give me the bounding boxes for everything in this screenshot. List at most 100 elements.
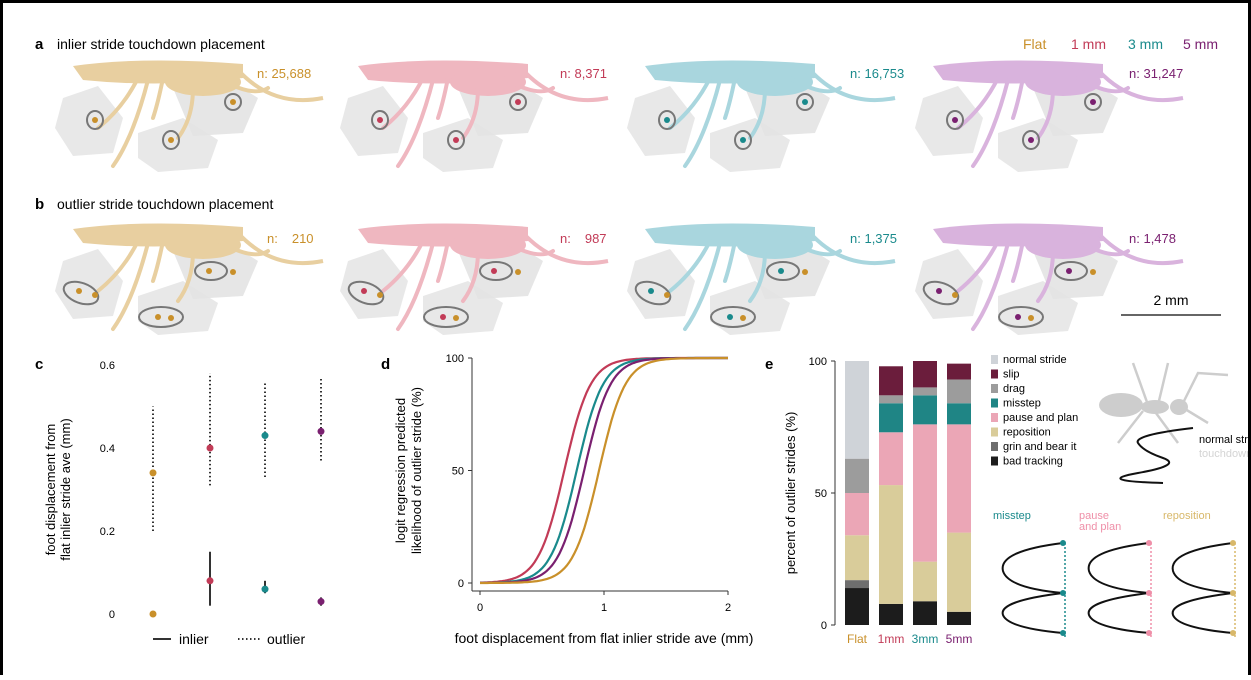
stacked-bar-segment xyxy=(913,424,937,562)
substrate-patch xyxy=(915,86,983,156)
touchdown-ellipse xyxy=(634,280,672,306)
inset-trace-dot xyxy=(1060,630,1066,636)
inset-trace-dot xyxy=(1146,590,1152,596)
stacked-bar-segment xyxy=(947,403,971,425)
legend-label: normal stride xyxy=(1003,354,1067,366)
inset-trace-dot xyxy=(1146,540,1152,546)
panel-b-title: outlier stride touchdown placement xyxy=(57,196,273,212)
substrate-patch xyxy=(627,249,695,319)
legend-label: pause and plan xyxy=(1003,412,1078,424)
panel-e-ytick: 100 xyxy=(809,356,827,368)
ant-antenna xyxy=(808,231,896,266)
touchdown-ellipse xyxy=(479,261,513,281)
inset-trace-label: misstep xyxy=(993,510,1031,522)
touchdown-ellipse xyxy=(658,110,676,130)
inset-trace-label: pause xyxy=(1079,510,1109,522)
ant-thorax xyxy=(165,68,241,96)
legend-swatch xyxy=(991,355,998,364)
outlier-point xyxy=(317,427,325,435)
n-label-flat-b: n: 210 xyxy=(267,231,314,246)
touchdown-dot xyxy=(778,268,784,274)
logistic-curve xyxy=(480,356,728,585)
panel-c-ylabel-line: flat inlier stride ave (mm) xyxy=(58,418,73,560)
touchdown-dot xyxy=(936,288,942,294)
panel-d-ylabel: logit regression predictedlikelihood of … xyxy=(393,387,424,554)
panel-a-letter: a xyxy=(35,36,44,53)
stacked-bar-segment xyxy=(879,403,903,433)
panel-d-ylabel-line: logit regression predicted xyxy=(393,398,408,543)
touchdown-ellipse xyxy=(138,306,184,328)
touchdown-ellipse xyxy=(1022,130,1040,150)
legend-flat: Flat xyxy=(1023,36,1046,52)
stacked-bar-segment xyxy=(913,361,937,388)
touchdown-dot xyxy=(377,292,383,298)
touchdown-ellipse xyxy=(62,280,100,306)
ant-legs xyxy=(668,76,842,168)
touchdown-ellipse xyxy=(162,130,180,150)
touchdown-dot xyxy=(740,137,746,143)
stacked-bar-segment xyxy=(879,432,903,486)
touchdown-ellipse xyxy=(447,130,465,150)
ant-5mm-outlier xyxy=(915,223,1184,335)
inlier-point xyxy=(206,577,214,585)
panel-c-ytick: 0.6 xyxy=(100,360,115,372)
touchdown-ellipse xyxy=(194,261,228,281)
panel-d-ytick: 100 xyxy=(446,353,464,365)
ant-antenna xyxy=(521,68,609,103)
substrate-patch xyxy=(340,249,408,319)
scale-bar-label: 2 mm xyxy=(1154,292,1189,308)
touchdown-dot xyxy=(453,315,459,321)
touchdown-ellipse xyxy=(1054,261,1088,281)
panel-e-category-label: Flat xyxy=(847,632,868,646)
panel-e-chart: 0 50 100 percent of outlier strides (%) Flat… xyxy=(783,354,1078,646)
ant-antenna xyxy=(1096,231,1184,266)
ant-legs xyxy=(956,239,1130,331)
n-label-5mm-b: n: 1,478 xyxy=(1129,231,1176,246)
stacked-bar-segment xyxy=(879,395,903,404)
panel-d-ylabel-line: likelihood of outlier stride (%) xyxy=(409,387,424,554)
touchdown-dot xyxy=(361,288,367,294)
inset-trace-label: and plan xyxy=(1079,521,1121,533)
panel-d-letter: d xyxy=(381,356,390,373)
legend-label: drag xyxy=(1003,383,1025,395)
inset-trace-dot xyxy=(1060,540,1066,546)
condition-legend: Flat 1 mm 3 mm 5 mm xyxy=(1023,36,1218,52)
touchdown-dot xyxy=(515,269,521,275)
ant-legs xyxy=(96,239,270,331)
touchdown-dot xyxy=(802,269,808,275)
touchdown-dot xyxy=(230,99,236,105)
panel-c-ylabel-line: foot displacement from xyxy=(43,424,58,556)
inlier-point xyxy=(317,598,325,606)
touchdown-dot xyxy=(952,117,958,123)
stacked-bar-segment xyxy=(913,601,937,625)
inset-ant-gaster xyxy=(1099,393,1143,417)
stacked-bar-segment xyxy=(845,458,869,493)
touchdown-ellipse xyxy=(946,110,964,130)
touchdown-ellipse xyxy=(347,280,385,306)
panel-e-category-label: 3mm xyxy=(912,632,939,646)
touchdown-dot xyxy=(664,117,670,123)
panel-d-xlabel: foot displacement from flat inlier strid… xyxy=(455,630,754,646)
legend-inlier-label: inlier xyxy=(179,631,209,647)
ant-thorax xyxy=(737,231,813,259)
ant-thorax xyxy=(450,231,526,259)
touchdown-dot xyxy=(952,292,958,298)
touchdown-ellipse xyxy=(710,306,756,328)
touchdown-dot xyxy=(1090,269,1096,275)
touchdown-dot xyxy=(206,268,212,274)
legend-label: bad tracking xyxy=(1003,456,1063,468)
inlier-point xyxy=(149,610,157,618)
substrate-patch xyxy=(340,86,408,156)
ant-thorax xyxy=(1025,231,1101,259)
touchdown-ellipse xyxy=(796,93,814,111)
ant-antenna xyxy=(521,231,609,266)
ant-thorax xyxy=(737,68,813,96)
legend-label: grin and bear it xyxy=(1003,441,1076,453)
ant-1mm-outlier xyxy=(340,223,609,335)
touchdown-ellipse xyxy=(86,110,104,130)
panel-c-ytick: 0 xyxy=(109,609,115,621)
inset-normal-trace xyxy=(1119,427,1194,484)
inlier-counts: n: 25,688 n: 8,371 n: 16,753 n: 31,247 xyxy=(257,66,1183,81)
stacked-bar-segment xyxy=(845,588,869,625)
